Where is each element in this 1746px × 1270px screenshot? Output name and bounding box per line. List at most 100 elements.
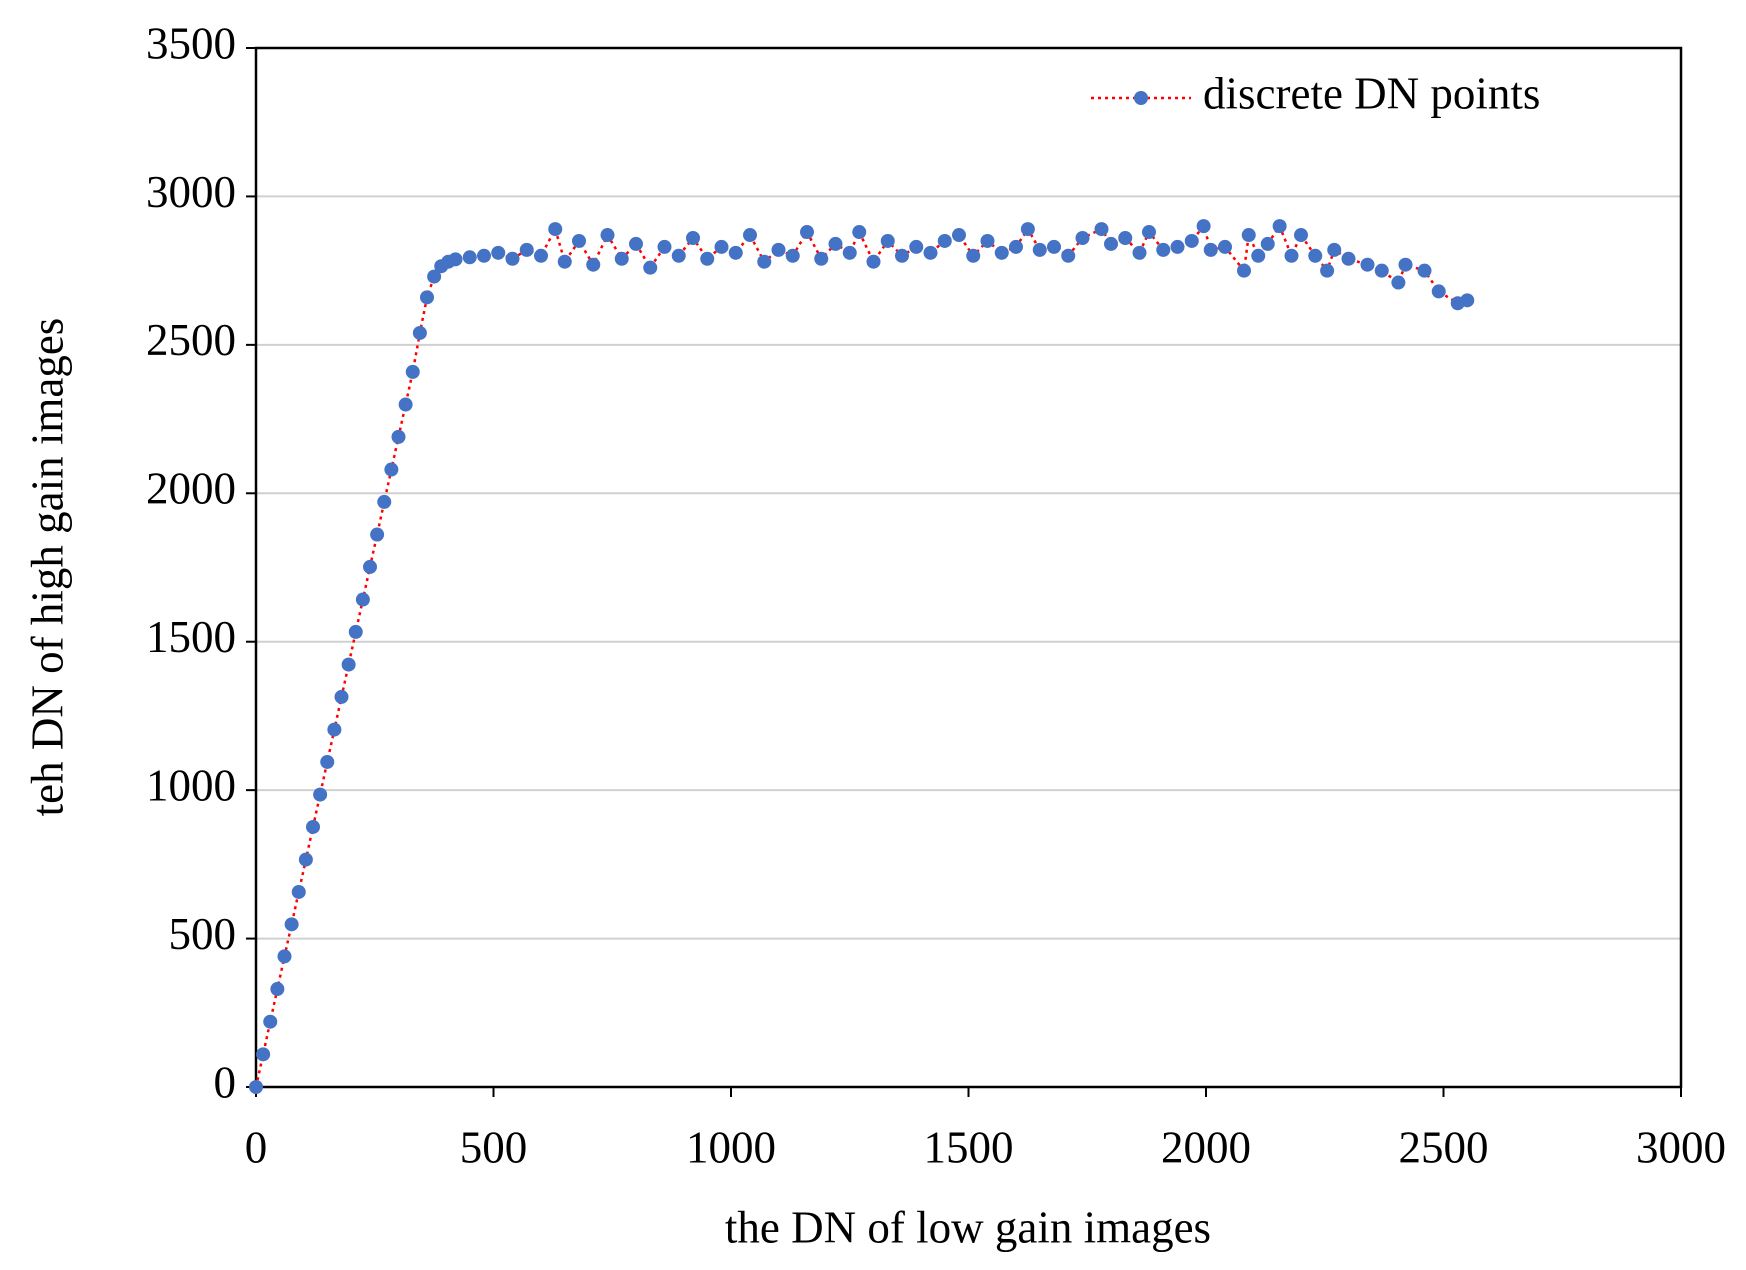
- data-point: [994, 245, 1009, 260]
- data-point: [1237, 263, 1251, 278]
- plot-frame: [254, 46, 1683, 1089]
- data-point: [291, 884, 306, 899]
- data-point: [1032, 242, 1047, 257]
- data-point: [828, 236, 843, 251]
- data-point: [341, 657, 356, 672]
- y-tick-label: 500: [169, 909, 237, 959]
- data-point: [491, 245, 506, 260]
- data-point: [1417, 263, 1432, 278]
- legend-marker: [1134, 91, 1148, 105]
- data-point: [880, 233, 895, 248]
- data-point: [952, 228, 966, 243]
- data-point: [1294, 228, 1308, 243]
- data-point: [519, 242, 534, 257]
- data-point: [313, 787, 328, 802]
- data-point: [980, 233, 995, 248]
- y-tick-label: 1500: [146, 612, 236, 662]
- data-point: [842, 245, 857, 260]
- data-point: [370, 527, 385, 542]
- y-tick-label: 3500: [146, 18, 236, 68]
- data-point: [1009, 239, 1023, 254]
- series-line: [254, 223, 1468, 1088]
- data-point: [412, 325, 427, 340]
- x-tick-label: 3000: [1636, 1122, 1726, 1172]
- data-point: [1308, 248, 1323, 263]
- data-point: [966, 248, 981, 263]
- data-point: [1260, 236, 1275, 251]
- data-point: [937, 233, 952, 248]
- data-point: [363, 559, 377, 574]
- data-point: [771, 242, 786, 257]
- data-point: [557, 254, 572, 269]
- data-point: [1431, 284, 1446, 299]
- data-point: [1327, 242, 1342, 257]
- data-point: [586, 257, 601, 272]
- x-axis-label: the DN of low gain images: [725, 1202, 1211, 1252]
- data-point: [1460, 293, 1475, 308]
- data-point: [785, 248, 800, 263]
- data-point: [1398, 257, 1413, 272]
- data-point: [477, 248, 491, 263]
- x-tick-label: 1500: [924, 1122, 1014, 1172]
- data-point: [534, 248, 548, 263]
- data-point: [427, 269, 442, 284]
- data-point: [714, 239, 729, 254]
- data-point: [391, 429, 406, 444]
- data-point: [600, 228, 615, 243]
- data-point: [256, 1047, 271, 1062]
- x-tick-label: 0: [245, 1122, 268, 1172]
- data-point: [800, 225, 814, 240]
- data-point: [1142, 225, 1156, 240]
- y-axis-label: teh DN of high gain images: [22, 318, 72, 817]
- data-point: [700, 251, 715, 266]
- x-tick-label: 1000: [686, 1122, 776, 1172]
- data-point: [686, 230, 700, 245]
- data-point: [284, 917, 299, 932]
- data-point: [1218, 239, 1232, 254]
- y-tick-label: 0: [214, 1057, 237, 1107]
- data-point: [1374, 263, 1389, 278]
- data-point: [1094, 222, 1109, 237]
- data-point: [377, 494, 392, 509]
- data-point: [334, 689, 349, 704]
- data-point: [572, 233, 586, 248]
- y-tick-label: 1000: [146, 760, 236, 810]
- data-point: [1391, 275, 1406, 290]
- data-point: [1118, 230, 1133, 245]
- data-point: [1104, 236, 1118, 251]
- data-point: [462, 250, 477, 265]
- y-tick-label: 2500: [146, 315, 236, 365]
- data-point: [1075, 230, 1090, 245]
- data-point: [614, 251, 629, 266]
- data-point: [629, 236, 643, 251]
- data-point: [1241, 228, 1256, 243]
- data-point: [1184, 233, 1199, 248]
- data-point: [866, 254, 881, 269]
- data-point: [1203, 242, 1218, 257]
- data-point: [327, 722, 342, 737]
- data-point: [1132, 245, 1147, 260]
- data-point: [923, 245, 938, 260]
- data-point: [728, 245, 743, 260]
- data-point: [757, 254, 772, 269]
- data-point: [548, 222, 563, 237]
- x-tick-label: 2000: [1161, 1122, 1251, 1172]
- data-point: [420, 290, 434, 305]
- data-point: [1320, 263, 1335, 278]
- data-point: [1170, 239, 1185, 254]
- data-point: [1196, 219, 1211, 234]
- data-point: [657, 239, 672, 254]
- data-point: [277, 949, 292, 964]
- data-point: [852, 225, 867, 240]
- data-point: [384, 462, 399, 477]
- data-point: [1061, 248, 1076, 263]
- data-point: [671, 248, 686, 263]
- data-point: [405, 364, 420, 379]
- data-point: [306, 819, 320, 834]
- data-point: [505, 251, 520, 266]
- data-point: [398, 397, 413, 412]
- data-point: [743, 228, 757, 243]
- data-point: [1156, 242, 1171, 257]
- data-point: [895, 248, 909, 263]
